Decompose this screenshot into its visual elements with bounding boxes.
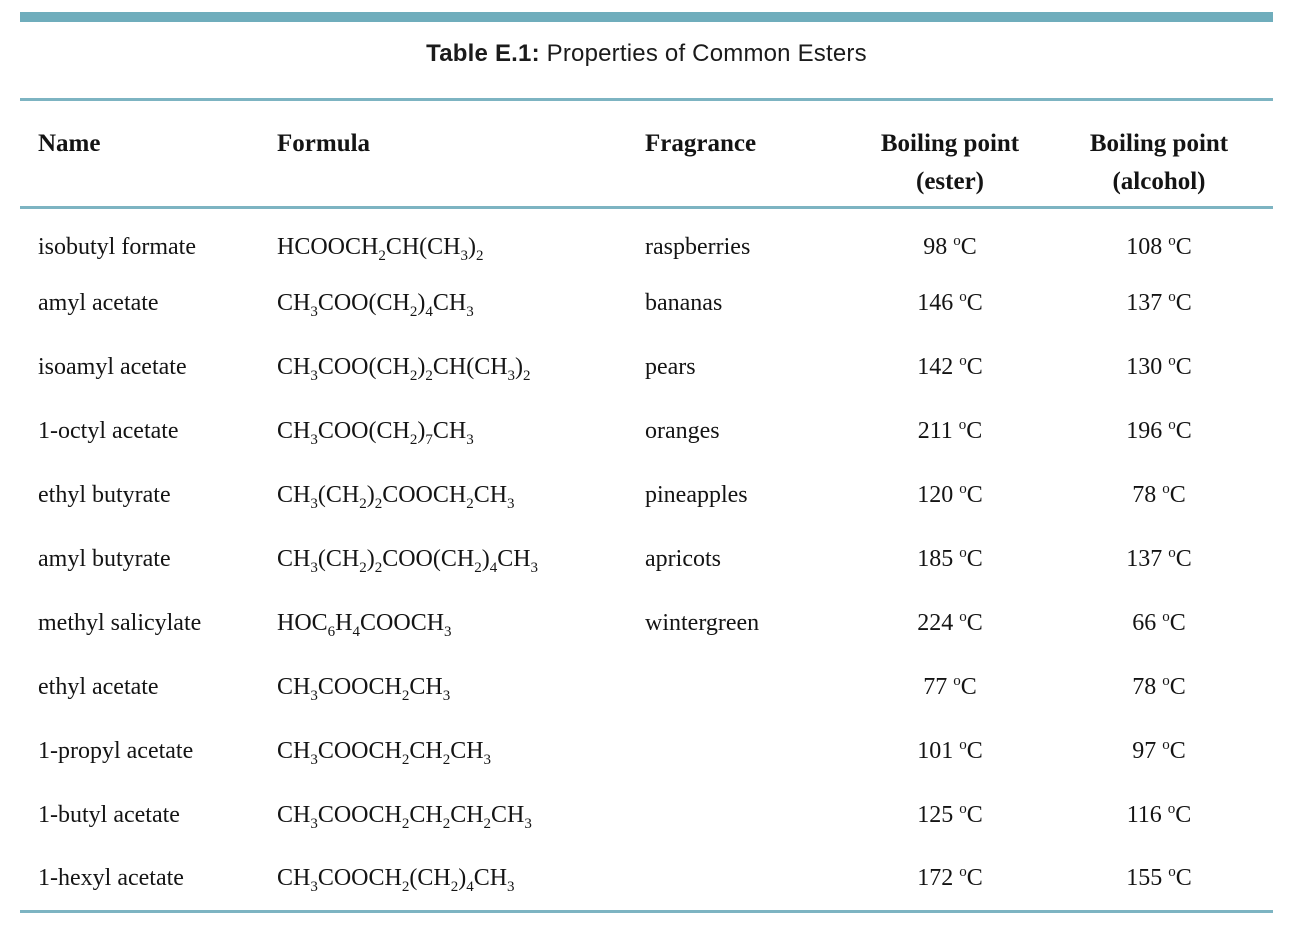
- cell-fragrance: [645, 656, 855, 720]
- cell-bp-alcohol: 155 oC: [1126, 864, 1192, 892]
- cell-formula: HCOOCH2CH(CH3)2: [277, 233, 484, 264]
- table-number-label: Table E.1:: [426, 40, 540, 67]
- table-row: 1-hexyl acetate CH3COOCH2(CH2)4CH3 172 oC 1…: [20, 848, 1273, 912]
- cell-bp-ester: 120 oC: [917, 481, 983, 509]
- table-row: amyl acetate CH3COO(CH2)4CH3 bananas 146 oC…: [20, 272, 1273, 336]
- column-header-bp-alcohol: Boiling point (alcohol): [1045, 99, 1273, 209]
- cell-formula: CH3(CH2)2COO(CH2)4CH3: [277, 546, 539, 576]
- table-row: 1-propyl acetate CH3COOCH2CH2CH3 101 oC 97 …: [20, 720, 1273, 784]
- column-header-bp-alcohol-line2: (alcohol): [1112, 168, 1206, 195]
- cell-bp-alcohol: 116 oC: [1126, 801, 1192, 829]
- cell-bp-alcohol: 130 oC: [1126, 353, 1192, 381]
- esters-table: Name Formula Fragrance Boiling point (es…: [20, 98, 1273, 913]
- cell-name: isobutyl formate: [38, 233, 196, 260]
- table-row: 1-butyl acetate CH3COOCH2CH2CH2CH3 125 oC 1…: [20, 784, 1273, 848]
- table-row: ethyl acetate CH3COOCH2CH3 77 oC 78 oC: [20, 656, 1273, 720]
- cell-name: methyl salicylate: [38, 610, 202, 636]
- cell-formula: HOC6H4COOCH3: [277, 610, 452, 640]
- cell-name: amyl butyrate: [38, 546, 171, 572]
- cell-bp-ester: 142 oC: [917, 353, 983, 381]
- cell-bp-alcohol: 66 oC: [1132, 609, 1186, 637]
- cell-formula: CH3COOCH2CH2CH2CH3: [277, 802, 532, 832]
- cell-bp-ester: 185 oC: [917, 545, 983, 573]
- cell-name: 1-octyl acetate: [38, 418, 179, 444]
- column-header-fragrance: Fragrance: [645, 99, 855, 209]
- cell-name: 1-butyl acetate: [38, 802, 180, 828]
- table-row: amyl butyrate CH3(CH2)2COO(CH2)4CH3 aprico…: [20, 528, 1273, 592]
- cell-bp-ester: 224 oC: [917, 609, 983, 637]
- cell-formula: CH3(CH2)2COOCH2CH3: [277, 482, 515, 512]
- cell-fragrance: raspberries: [645, 233, 751, 260]
- table-header-row: Name Formula Fragrance Boiling point (es…: [20, 99, 1273, 209]
- column-header-bp-ester-line1: Boiling point: [880, 130, 1020, 157]
- cell-formula: CH3COOCH2(CH2)4CH3: [277, 865, 515, 896]
- cell-bp-ester: 98 oC: [923, 232, 977, 260]
- table-row: isoamyl acetate CH3COO(CH2)2CH(CH3)2 pears…: [20, 336, 1273, 400]
- cell-bp-ester: 101 oC: [917, 737, 983, 765]
- cell-name: 1-propyl acetate: [38, 738, 194, 764]
- cell-bp-alcohol: 137 oC: [1126, 545, 1192, 573]
- cell-fragrance: pineapples: [645, 482, 748, 508]
- column-header-name: Name: [20, 99, 277, 209]
- cell-bp-alcohol: 97 oC: [1132, 737, 1186, 765]
- cell-fragrance: [645, 784, 855, 848]
- cell-fragrance: [645, 848, 855, 912]
- column-header-bp-alcohol-line1: Boiling point: [1089, 130, 1229, 157]
- cell-fragrance: oranges: [645, 418, 720, 444]
- cell-name: isoamyl acetate: [38, 354, 187, 380]
- cell-bp-ester: 172 oC: [917, 864, 983, 892]
- cell-bp-alcohol: 78 oC: [1132, 481, 1186, 509]
- page-title: Table E.1: Properties of Common Esters: [0, 40, 1293, 68]
- cell-bp-alcohol: 78 oC: [1132, 673, 1186, 701]
- table-row: methyl salicylate HOC6H4COOCH3 wintergreen…: [20, 592, 1273, 656]
- cell-formula: CH3COO(CH2)2CH(CH3)2: [277, 354, 531, 384]
- cell-fragrance: [645, 720, 855, 784]
- cell-formula: CH3COO(CH2)7CH3: [277, 418, 474, 448]
- cell-bp-alcohol: 108 oC: [1126, 232, 1192, 260]
- cell-formula: CH3COOCH2CH3: [277, 674, 451, 704]
- cell-formula: CH3COOCH2CH2CH3: [277, 738, 492, 768]
- cell-bp-alcohol: 196 oC: [1126, 417, 1192, 445]
- column-header-formula: Formula: [277, 99, 645, 209]
- top-accent-bar: [20, 12, 1273, 22]
- cell-bp-alcohol: 137 oC: [1126, 289, 1192, 317]
- cell-bp-ester: 211 oC: [917, 417, 983, 445]
- cell-bp-ester: 146 oC: [917, 289, 983, 317]
- cell-fragrance: bananas: [645, 290, 723, 316]
- cell-name: ethyl acetate: [38, 674, 159, 700]
- column-header-bp-ester-line2: (ester): [916, 168, 984, 195]
- table-row: 1-octyl acetate CH3COO(CH2)7CH3 oranges 211…: [20, 400, 1273, 464]
- cell-bp-ester: 77 oC: [923, 673, 977, 701]
- cell-fragrance: apricots: [645, 546, 721, 572]
- cell-formula: CH3COO(CH2)4CH3: [277, 290, 474, 320]
- cell-fragrance: pears: [645, 354, 696, 380]
- cell-name: 1-hexyl acetate: [38, 865, 184, 892]
- column-header-bp-ester: Boiling point (ester): [855, 99, 1045, 209]
- cell-name: ethyl butyrate: [38, 482, 171, 508]
- table-row: ethyl butyrate CH3(CH2)2COOCH2CH3 pineappl…: [20, 464, 1273, 528]
- table-body: isobutyl formate HCOOCH2CH(CH3)2 raspberri…: [20, 208, 1273, 912]
- table-row: isobutyl formate HCOOCH2CH(CH3)2 raspberri…: [20, 208, 1273, 272]
- cell-fragrance: wintergreen: [645, 610, 760, 636]
- table-title-text: Properties of Common Esters: [546, 40, 867, 67]
- cell-name: amyl acetate: [38, 290, 159, 316]
- cell-bp-ester: 125 oC: [917, 801, 983, 829]
